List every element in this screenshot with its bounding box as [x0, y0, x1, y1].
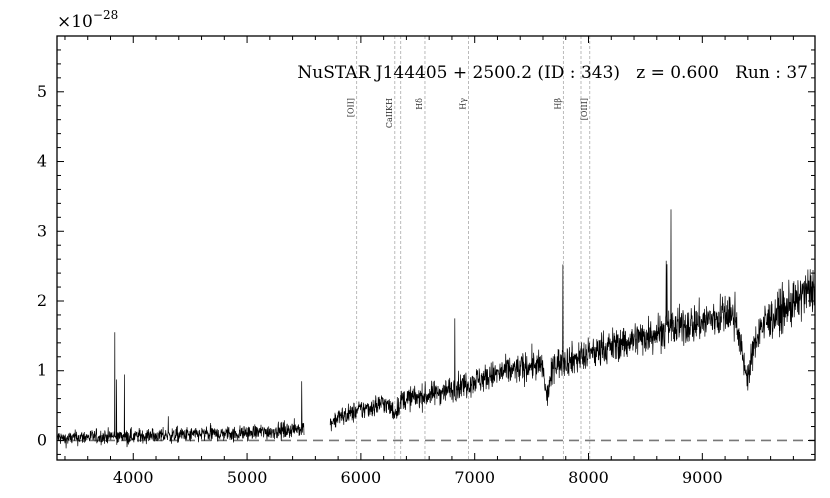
- emission-line-label: [OII]: [347, 98, 356, 117]
- spectrum-series: [56, 209, 816, 449]
- y-tick-label: 3: [37, 221, 47, 240]
- emission-line-label: Hβ: [553, 98, 562, 110]
- emission-line-label: Hδ: [415, 98, 424, 110]
- y-tick-label: 5: [37, 82, 47, 101]
- chart-title: NuSTAR J144405 + 2500.2 (ID : 343) z = 0…: [297, 63, 808, 83]
- x-tick-label: 4000: [113, 468, 154, 487]
- y-tick-label: 1: [37, 361, 47, 380]
- emission-line-label: [OIII]: [580, 98, 589, 120]
- y-tick-label: 0: [37, 430, 47, 449]
- emission-line-markers: [OII] CaIIKH Hδ Hγ Hβ [OIII]: [347, 36, 591, 460]
- x-tick-label: 7000: [454, 468, 495, 487]
- x-tick-label: 9000: [682, 468, 723, 487]
- y-tick-label: 2: [37, 291, 47, 310]
- spectrum-line: [56, 332, 305, 449]
- y-tick-label: 4: [37, 152, 47, 171]
- plot-frame: [56, 35, 816, 461]
- x-tick-label: 5000: [227, 468, 268, 487]
- emission-line-label: CaIIKH: [385, 98, 394, 128]
- axis-tick-labels: 4000 5000 6000 7000 8000 9000 0 1 2 3 4 5: [37, 82, 723, 487]
- x-tick-label: 6000: [341, 468, 382, 487]
- emission-line-label: Hγ: [459, 98, 468, 110]
- y-axis-multiplier: ×10−28: [57, 8, 118, 32]
- axis-ticks: [57, 36, 815, 460]
- spectrum-line: [329, 209, 816, 432]
- x-tick-label: 8000: [568, 468, 609, 487]
